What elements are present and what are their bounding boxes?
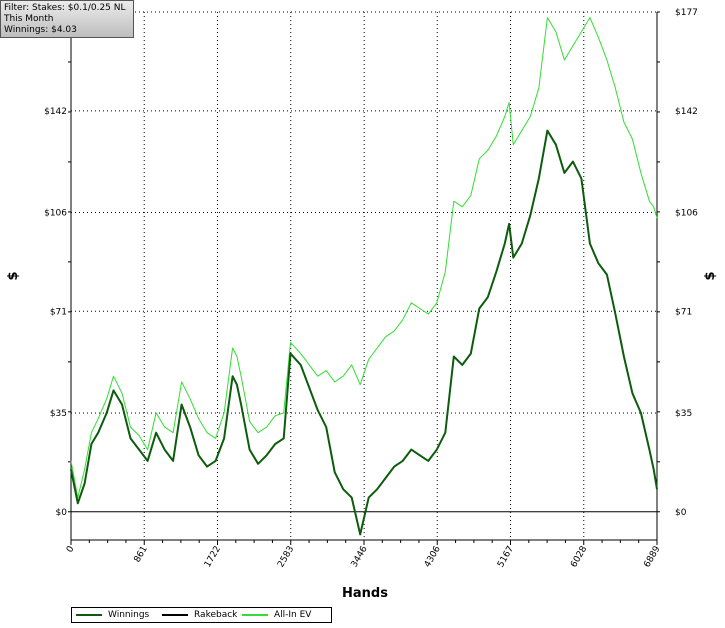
x-tick-label: 3446 <box>350 544 370 569</box>
filter-info-box: Filter: Stakes: $0.1/0.25 NL This Month … <box>0 0 134 38</box>
y-tick-label-right: $106 <box>675 208 698 218</box>
y-tick-label-left: $71 <box>50 307 67 317</box>
tick-labels: 0 861 1722 2583 3446 4306 5167 6028 6889 $0 $0 $35 $… <box>44 8 698 569</box>
series-line-winnings <box>70 129 658 536</box>
legend-swatch-allin-ev <box>242 613 268 616</box>
y-tick-label-left: $106 <box>44 208 67 218</box>
x-tick-label: 4306 <box>423 544 443 569</box>
x-axis-title: Hands <box>342 586 388 601</box>
y-tick-label-left: $142 <box>44 107 67 117</box>
x-tick-label: 6889 <box>642 544 662 569</box>
grid <box>71 11 657 540</box>
legend-swatch-rakeback <box>162 613 188 616</box>
x-tick-label: 6028 <box>569 544 589 569</box>
x-tick-label: 0 <box>65 544 77 554</box>
y-tick-label-right: $35 <box>675 409 692 419</box>
filter-stakes-text: Filter: Stakes: $0.1/0.25 NL <box>4 3 126 13</box>
legend-item-rakeback: Rakeback <box>162 610 237 621</box>
legend-label-allin-ev: All-In EV <box>274 610 312 620</box>
y-tick-label-left: $0 <box>56 508 68 518</box>
y-axis-title-right: $ <box>703 271 718 280</box>
y-axis-title-left: $ <box>6 271 21 280</box>
x-tick-label: 1722 <box>203 545 223 570</box>
legend-label-winnings: Winnings <box>108 610 150 620</box>
y-tick-label-right: $142 <box>675 107 698 117</box>
legend: Winnings Rakeback All-In EV <box>71 607 332 623</box>
legend-label-rakeback: Rakeback <box>194 610 238 620</box>
filter-winnings-text: Winnings: $4.03 <box>4 25 77 35</box>
x-tick-label: 5167 <box>496 545 516 570</box>
series-line-all-in-ev <box>70 17 658 499</box>
legend-item-winnings: Winnings <box>76 610 149 621</box>
y-tick-label-right: $0 <box>675 508 687 518</box>
y-tick-label-right: $71 <box>675 307 692 317</box>
axes <box>68 11 660 545</box>
legend-swatch-winnings <box>76 613 102 616</box>
x-tick-label: 2583 <box>276 545 296 570</box>
y-tick-label-right: $177 <box>675 8 698 18</box>
y-tick-label-left: $35 <box>50 409 67 419</box>
series-layer <box>70 17 658 536</box>
x-tick-label: 861 <box>133 545 150 565</box>
legend-item-allin-ev: All-In EV <box>242 610 311 621</box>
filter-period-text: This Month <box>4 14 54 24</box>
